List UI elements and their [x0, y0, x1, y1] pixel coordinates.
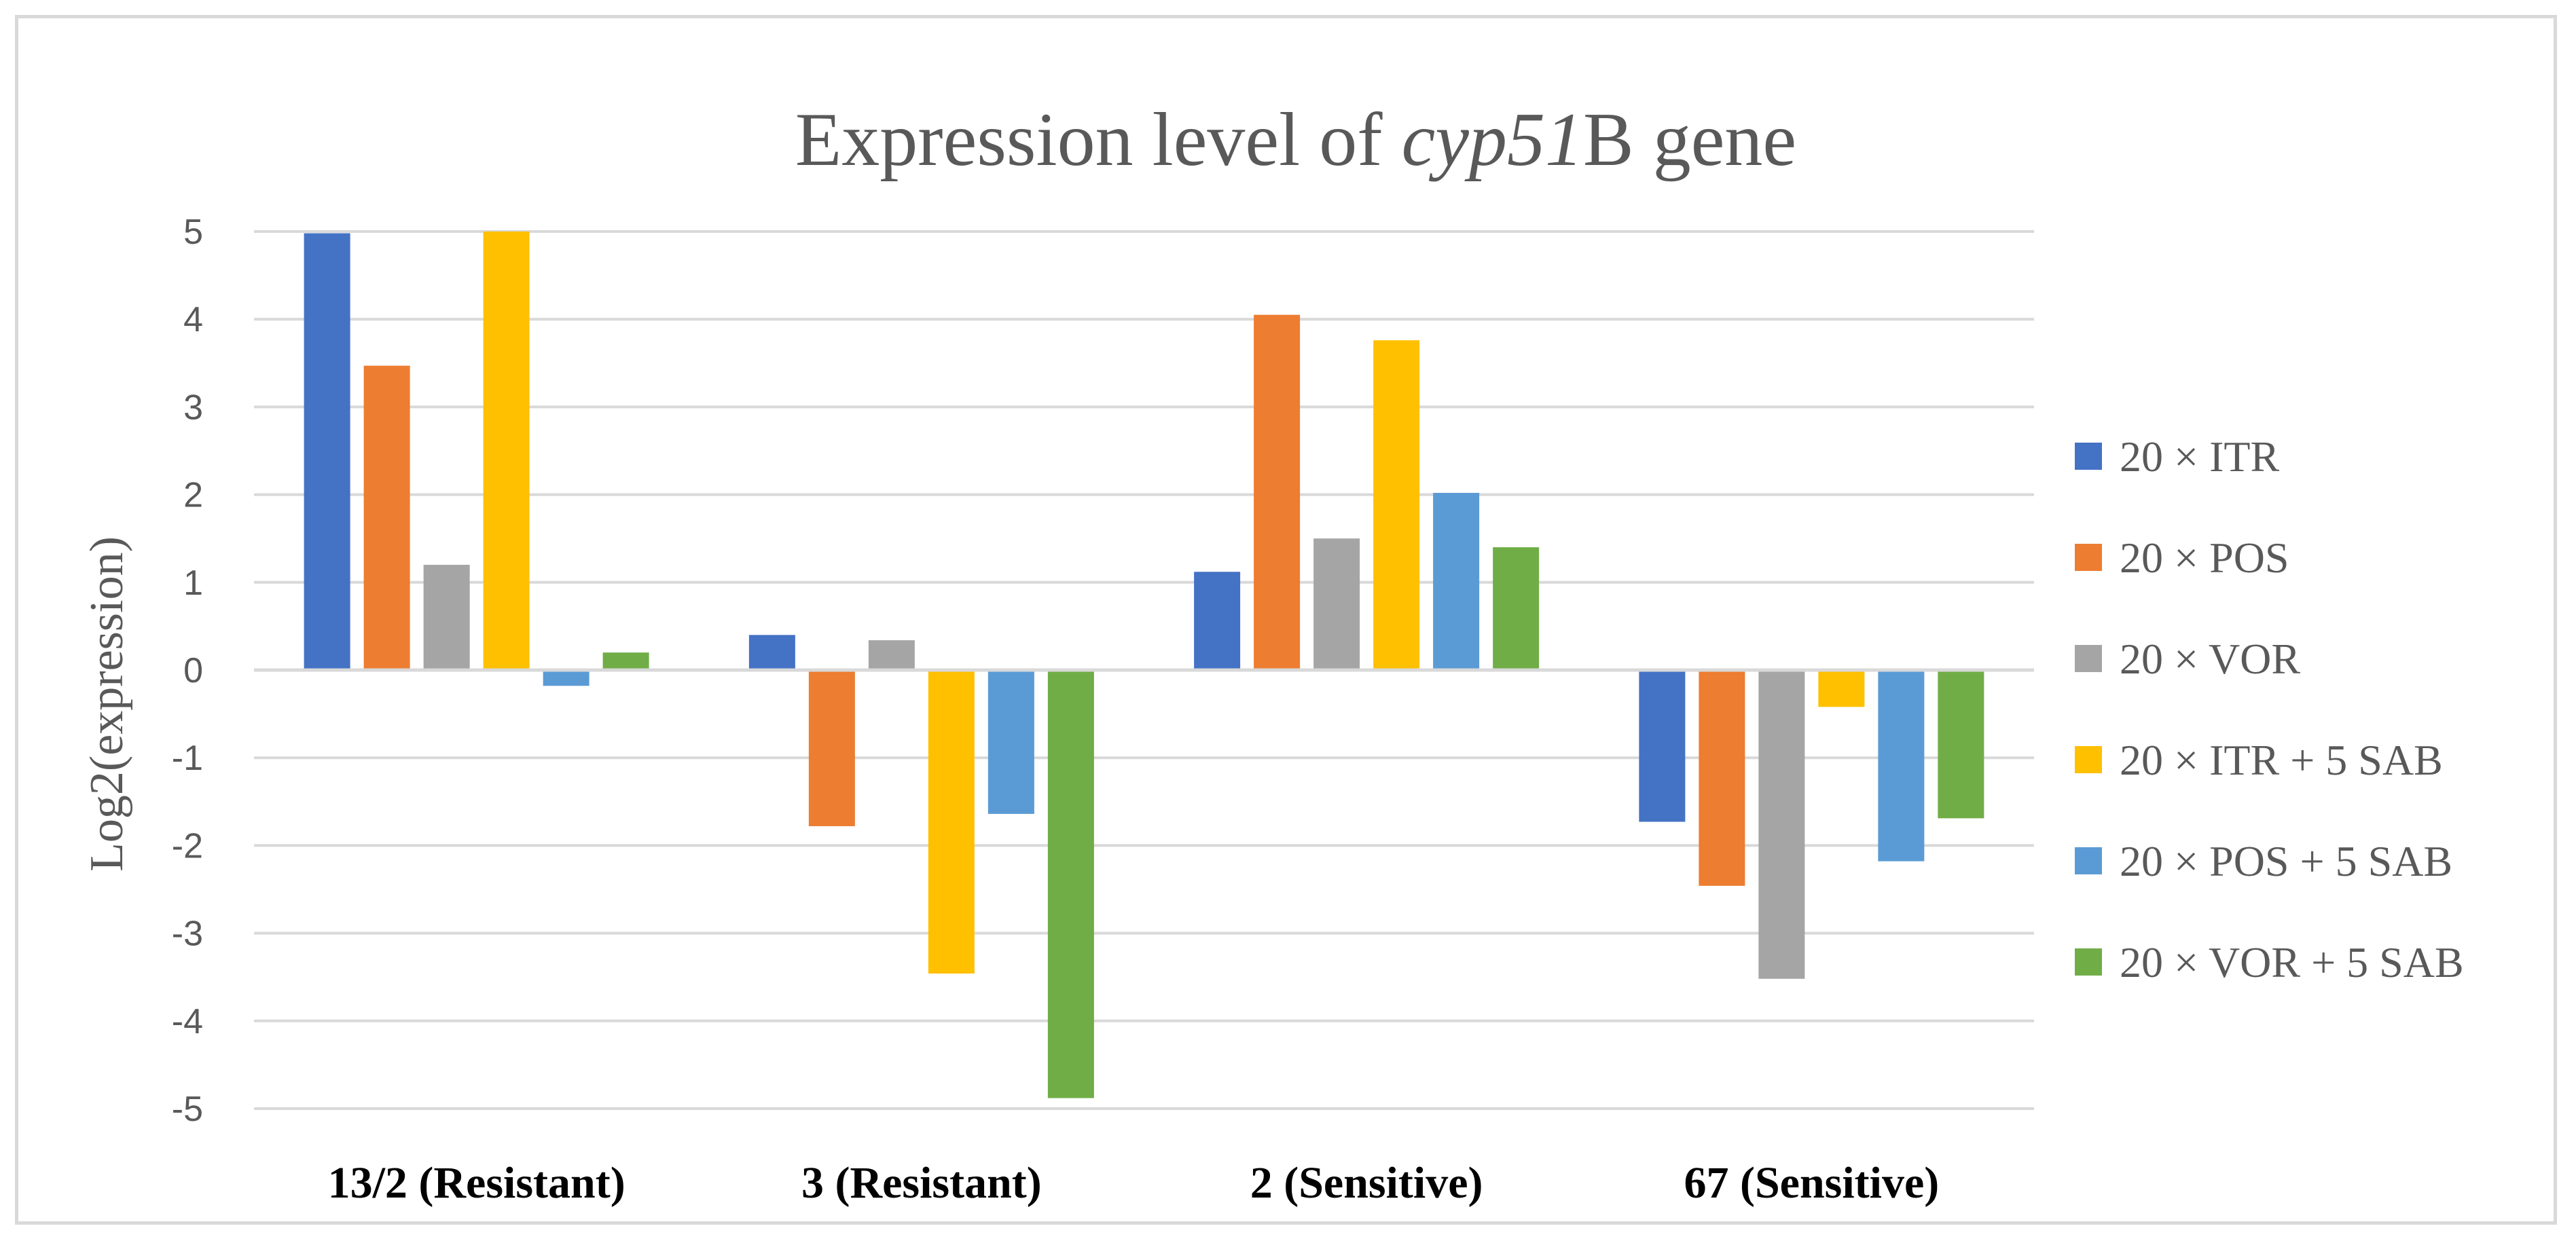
- bar: [1699, 670, 1745, 886]
- bar: [1878, 670, 1925, 861]
- legend-swatch: [2075, 544, 2102, 571]
- bar: [423, 564, 470, 670]
- bar: [1639, 670, 1686, 822]
- y-tick-label: 0: [183, 651, 203, 690]
- bar: [987, 670, 1034, 814]
- bar-layer: [304, 231, 1984, 1098]
- y-tick-label: 1: [183, 563, 203, 603]
- bar: [602, 652, 649, 670]
- y-tick-label: -2: [172, 826, 203, 866]
- legend-label: 20 × POS + 5 SAB: [2120, 837, 2452, 885]
- bar: [1313, 538, 1360, 670]
- x-category-label: 67 (Sensitive): [1684, 1158, 1939, 1208]
- axis-layer: 5 4 3 2 1 0 -1 -2 -3 -4 -5 13/2 (Resistant) 3 (Resis…: [172, 212, 2034, 1208]
- bar: [1938, 670, 1984, 819]
- bar: [928, 670, 975, 974]
- bar: [1818, 670, 1865, 707]
- bar: [1433, 493, 1480, 670]
- legend: 20 × ITR 20 × POS 20 × VOR 20 × ITR + 5 SAB…: [2075, 432, 2464, 986]
- legend-swatch: [2075, 443, 2102, 470]
- grid-layer: [254, 230, 2034, 1110]
- bar: [748, 635, 795, 670]
- legend-swatch: [2075, 847, 2102, 874]
- y-axis-label: Log2(expression): [81, 536, 133, 872]
- chart-svg: Expression level of cyp51B gene Log2(exp…: [81, 98, 2464, 1208]
- legend-swatch: [2075, 746, 2102, 773]
- bar: [1758, 670, 1805, 979]
- y-tick-label: 3: [183, 388, 203, 427]
- x-category-label: 13/2 (Resistant): [328, 1158, 625, 1208]
- bar: [1254, 314, 1301, 670]
- bar: [1047, 670, 1094, 1098]
- bar: [808, 670, 855, 826]
- bar: [1194, 572, 1241, 670]
- legend-label: 20 × VOR: [2120, 635, 2300, 683]
- x-category-label: 2 (Sensitive): [1250, 1158, 1483, 1208]
- legend-label: 20 × POS: [2120, 534, 2289, 582]
- chart-frame: Expression level of cyp51B gene Log2(exp…: [15, 15, 2557, 1225]
- y-tick-label: -4: [172, 1002, 203, 1041]
- x-category-label: 3 (Resistant): [801, 1158, 1042, 1208]
- y-tick-label: 4: [183, 300, 203, 339]
- legend-label: 20 × VOR + 5 SAB: [2120, 938, 2464, 986]
- legend-label: 20 × ITR + 5 SAB: [2120, 736, 2443, 784]
- bar: [304, 233, 350, 671]
- bar: [1493, 547, 1540, 670]
- y-tick-label: 5: [183, 212, 203, 252]
- bar: [543, 670, 589, 686]
- y-tick-label: -5: [172, 1090, 203, 1129]
- bar: [363, 365, 410, 670]
- chart-title: Expression level of cyp51B gene: [795, 98, 1796, 182]
- y-tick-label: -3: [172, 914, 203, 954]
- bar: [1373, 340, 1420, 670]
- bar: [483, 231, 530, 670]
- y-tick-label: 2: [183, 476, 203, 515]
- legend-label: 20 × ITR: [2120, 432, 2280, 481]
- legend-swatch: [2075, 645, 2102, 672]
- bar: [868, 640, 915, 670]
- legend-swatch: [2075, 948, 2102, 976]
- y-tick-label: -1: [172, 739, 203, 778]
